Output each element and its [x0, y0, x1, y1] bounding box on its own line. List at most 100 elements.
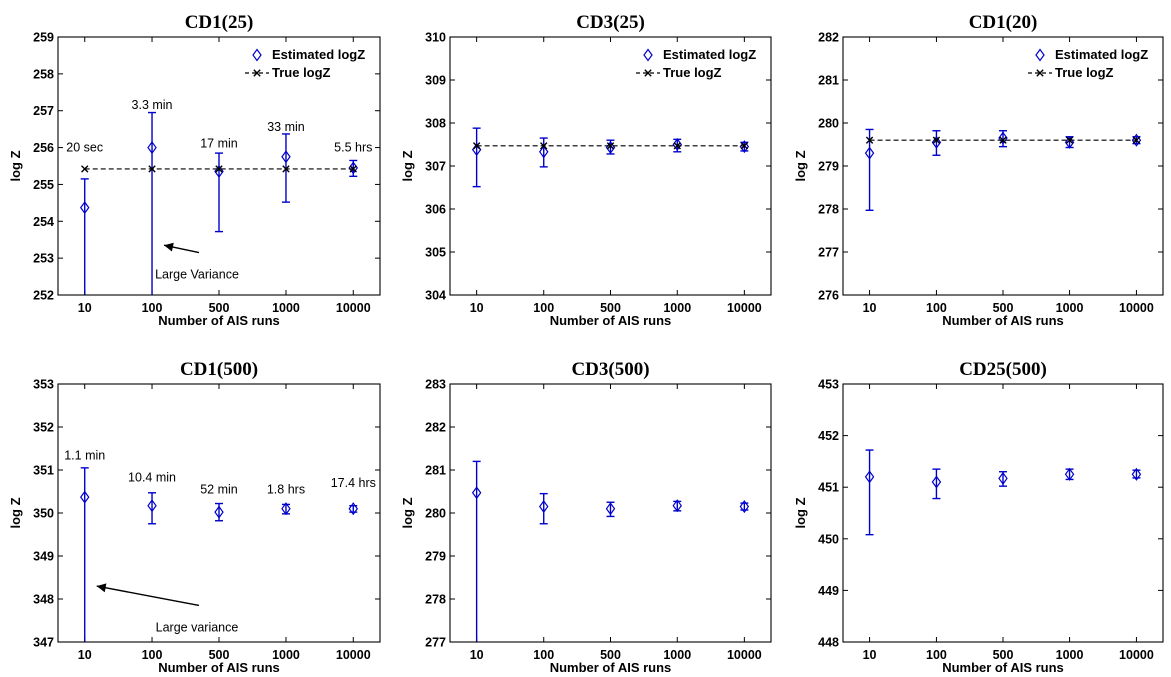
- legend-label: Estimated logZ: [663, 47, 756, 62]
- x-tick-label: 1000: [1056, 648, 1084, 662]
- true-point: [472, 142, 481, 150]
- estimated-point: [281, 502, 291, 516]
- y-tick-label: 280: [818, 117, 839, 131]
- estimated-point: [79, 490, 90, 504]
- true-point-stroke-b: [282, 165, 290, 173]
- x-axis-label: Number of AIS runs: [942, 313, 1064, 328]
- y-tick-label: 353: [33, 378, 54, 392]
- legend-label: True logZ: [663, 65, 722, 80]
- true-point-stroke-b: [740, 142, 749, 150]
- y-axis-label: log Z: [793, 150, 808, 181]
- estimated-point: [214, 165, 224, 179]
- true-point: [606, 142, 615, 150]
- y-tick-label: 450: [818, 532, 839, 546]
- y-tick-label: 347: [33, 636, 54, 650]
- estimated-point: [79, 201, 90, 215]
- y-tick-label: 449: [818, 584, 839, 598]
- true-point-stroke-b: [215, 165, 223, 173]
- time-annotation: 33 min: [267, 120, 305, 134]
- x-tick-label: 10000: [727, 648, 762, 662]
- legend: Estimated logZ True logZ: [245, 47, 365, 80]
- panel-1: CD1(25) 252 253 254 255 256 257 258 259 10 100 500 1…: [8, 12, 381, 328]
- true-point: [740, 142, 749, 150]
- estimated-point: [214, 505, 224, 519]
- annotation-arrow-group: Large Variance: [155, 242, 239, 282]
- x-tick-label: 100: [533, 648, 554, 662]
- panel-6: CD25(500) 448 449 450 451 452 453 10 100 500 1000 1…: [793, 359, 1164, 675]
- true-point-stroke-b: [81, 165, 89, 173]
- legend: Estimated logZ True logZ: [636, 47, 756, 80]
- estimated-point: [538, 500, 549, 514]
- y-tick-label: 348: [33, 593, 54, 607]
- legend-item-estimated: Estimated logZ: [643, 47, 756, 62]
- x-tick-label: 100: [926, 648, 947, 662]
- time-annotation: 17 min: [200, 137, 238, 151]
- y-tick-label: 307: [425, 160, 446, 174]
- annotation-arrow: [96, 585, 200, 607]
- annotation-arrow-group: Large variance: [96, 583, 238, 634]
- y-tick-label: 452: [818, 429, 839, 443]
- true-point-stroke-b: [606, 142, 615, 150]
- true-point: [932, 136, 941, 144]
- y-tick-label: 282: [818, 31, 839, 45]
- x-tick-label: 10: [78, 648, 92, 662]
- legend-item-true: True logZ: [636, 65, 722, 80]
- legend-item-estimated: Estimated logZ: [1035, 47, 1148, 62]
- y-tick-label: 448: [818, 636, 839, 650]
- estimated-point: [931, 475, 942, 489]
- true-point-stroke-b: [865, 136, 874, 144]
- estimated-point: [672, 499, 683, 513]
- true-point-stroke-b: [1132, 136, 1141, 144]
- y-tick-label: 276: [818, 289, 839, 303]
- estimated-point: [605, 502, 616, 516]
- estimated-point: [739, 140, 750, 154]
- chart-title: CD3(500): [571, 359, 649, 380]
- y-tick-label: 254: [33, 215, 54, 229]
- estimated-series: [471, 127, 750, 188]
- chart-title: CD1(25): [185, 12, 254, 33]
- chart-title: CD3(25): [576, 12, 645, 33]
- estimated-point: [348, 502, 359, 516]
- true-point-stroke-b: [999, 136, 1007, 144]
- plot-frame: [449, 383, 772, 643]
- legend: Estimated logZ True logZ: [1028, 47, 1148, 80]
- estimated-point: [538, 145, 549, 159]
- estimated-point: [864, 146, 875, 160]
- plot-frame: [449, 36, 772, 296]
- legend-item-true: True logZ: [1028, 65, 1114, 80]
- y-tick-label: 282: [425, 421, 446, 435]
- time-annotation: 3.3 min: [132, 98, 173, 112]
- true-point: [81, 165, 89, 173]
- estimated-series: [471, 460, 750, 642]
- y-tick-label: 283: [425, 378, 446, 392]
- annotation-arrowhead: [96, 583, 107, 593]
- y-tick-label: 280: [425, 507, 446, 521]
- y-tick-label: 278: [818, 203, 839, 217]
- plot-frame: [57, 383, 381, 643]
- legend-marker-diamond: [1035, 48, 1045, 62]
- time-annotation: 1.8 hrs: [267, 483, 305, 497]
- y-axis-label: log Z: [8, 150, 23, 181]
- time-annotation: 1.1 min: [64, 448, 105, 462]
- estimated-point: [998, 471, 1008, 485]
- estimated-point: [998, 131, 1008, 145]
- y-tick-label: 257: [33, 104, 54, 118]
- panel-4: CD1(500) 347 348 349 350 351 352 353 10 100 500 100…: [8, 359, 381, 675]
- estimated-point: [281, 150, 291, 164]
- legend-label: True logZ: [272, 65, 331, 80]
- y-tick-label: 255: [33, 178, 54, 192]
- x-tick-label: 1000: [272, 301, 300, 315]
- true-point: [999, 136, 1007, 144]
- true-point-stroke-b: [472, 142, 481, 150]
- true-point: [1132, 136, 1141, 144]
- estimated-series: [864, 449, 1142, 536]
- true-series: [865, 136, 1141, 144]
- x-tick-label: 10: [470, 648, 484, 662]
- time-annotation: 20 sec: [66, 140, 103, 154]
- legend-item-estimated: Estimated logZ: [252, 47, 365, 62]
- x-tick-label: 10: [470, 301, 484, 315]
- estimated-point: [1064, 467, 1075, 481]
- x-tick-label: 100: [533, 301, 554, 315]
- panel-2: CD3(25) 304 305 306 307 308 309 310 10 100 500 1000…: [400, 12, 772, 328]
- legend-marker-x: [253, 69, 261, 77]
